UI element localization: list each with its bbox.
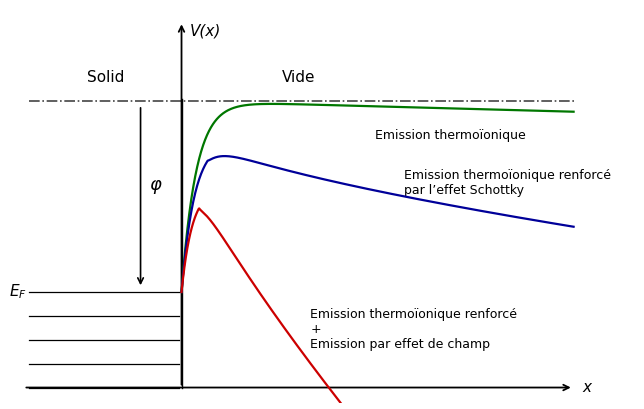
Text: $E_F$: $E_F$ (8, 283, 26, 301)
Text: x: x (582, 380, 591, 395)
Text: Emission thermoïonique renforcé
par l’effet Schottky: Emission thermoïonique renforcé par l’ef… (404, 169, 611, 197)
Text: Vide: Vide (282, 70, 316, 85)
Text: Solid: Solid (87, 70, 124, 85)
Text: Emission thermoïonique: Emission thermoïonique (375, 129, 526, 142)
Text: φ: φ (149, 175, 161, 193)
Text: V(x): V(x) (190, 23, 222, 38)
Text: Emission thermoïonique renforcé
+
Emission par effet de champ: Emission thermoïonique renforcé + Emissi… (310, 308, 517, 351)
